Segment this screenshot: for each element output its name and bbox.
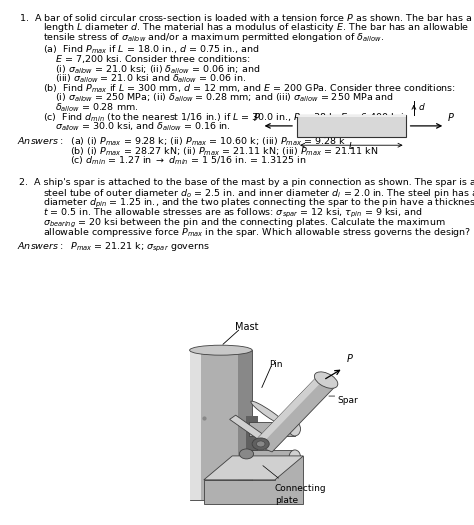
Bar bbox=[190, 350, 252, 500]
Ellipse shape bbox=[314, 372, 338, 388]
Text: steel tube of outer diameter $d_o$ = 2.5 in. and inner diameter $d_i$ = 2.0 in. : steel tube of outer diameter $d_o$ = 2.5… bbox=[43, 187, 474, 201]
Ellipse shape bbox=[252, 438, 269, 450]
Bar bbox=[249, 450, 295, 464]
Text: Connecting: Connecting bbox=[275, 484, 327, 493]
Bar bbox=[297, 115, 406, 136]
Bar bbox=[190, 350, 201, 500]
Ellipse shape bbox=[289, 450, 301, 464]
Text: (c)  Find $d_{min}$ (to the nearest 1/16 in.) if $L$ = 30.0 in., $P$ = 38 k, $E$: (c) Find $d_{min}$ (to the nearest 1/16 … bbox=[43, 111, 407, 124]
Bar bbox=[297, 115, 406, 118]
Text: Pin: Pin bbox=[269, 360, 283, 369]
Text: $E$ = 7,200 ksi. Consider three conditions:: $E$ = 7,200 ksi. Consider three conditio… bbox=[55, 54, 250, 65]
Bar bbox=[229, 415, 272, 445]
Text: length $L$ diameter $d$. The material has a modulus of elasticity $E$. The bar h: length $L$ diameter $d$. The material ha… bbox=[43, 21, 469, 34]
Text: $\sigma_{allow}$ = 30.0 ksi, and $\delta_{allow}$ = 0.16 in.: $\sigma_{allow}$ = 30.0 ksi, and $\delta… bbox=[55, 121, 230, 133]
Text: (b) (i) $P_{max}$ = 28.27 kN; (ii) $P_{max}$ = 21.11 kN; (iii) $P_{max}$ = 21.11: (b) (i) $P_{max}$ = 28.27 kN; (ii) $P_{m… bbox=[70, 145, 379, 158]
Text: $P$: $P$ bbox=[346, 352, 354, 364]
Ellipse shape bbox=[256, 441, 265, 447]
Text: diameter $d_{pin}$ = 1.25 in., and the two plates connecting the spar to the pin: diameter $d_{pin}$ = 1.25 in., and the t… bbox=[43, 197, 474, 210]
Text: (c) $d_{min}$ = 1.27 in $\rightarrow$ $d_{min}$ = 1 5/16 in. = 1.3125 in: (c) $d_{min}$ = 1.27 in $\rightarrow$ $d… bbox=[70, 155, 307, 167]
Text: Mast: Mast bbox=[235, 322, 258, 332]
Text: $\delta_{allow}$ = 0.28 mm.: $\delta_{allow}$ = 0.28 mm. bbox=[55, 102, 138, 114]
Bar bbox=[249, 422, 295, 436]
Text: plate: plate bbox=[275, 496, 298, 505]
Text: $d$: $d$ bbox=[418, 101, 426, 111]
Polygon shape bbox=[204, 456, 303, 480]
Polygon shape bbox=[252, 376, 337, 452]
Text: $\mathit{Answers:}$  (a) (i) $P_{max}$ = 9.28 k; (ii) $P_{max}$ = 10.60 k; (iii): $\mathit{Answers:}$ (a) (i) $P_{max}$ = … bbox=[17, 135, 345, 148]
Text: (a)  Find $P_{max}$ if $L$ = 18.0 in., $d$ = 0.75 in., and: (a) Find $P_{max}$ if $L$ = 18.0 in., $d… bbox=[43, 44, 259, 56]
Text: (iii) $\sigma_{allow}$ = 21.0 ksi and $\delta_{allow}$ = 0.06 in.: (iii) $\sigma_{allow}$ = 21.0 ksi and $\… bbox=[55, 72, 246, 85]
Text: allowable compressive force $P_{max}$ in the spar. Which allowable stress govern: allowable compressive force $P_{max}$ in… bbox=[43, 226, 471, 239]
Ellipse shape bbox=[190, 345, 252, 355]
Text: $P$: $P$ bbox=[447, 111, 455, 123]
Ellipse shape bbox=[239, 449, 254, 459]
Text: (b)  Find $P_{max}$ if $L$ = 300 mm, $d$ = 12 mm, and $E$ = 200 GPa. Consider th: (b) Find $P_{max}$ if $L$ = 300 mm, $d$ … bbox=[43, 82, 456, 95]
Text: (i) $\sigma_{allow}$ = 250 MPa; (ii) $\delta_{allow}$ = 0.28 mm; and (iii) $\sig: (i) $\sigma_{allow}$ = 250 MPa; (ii) $\d… bbox=[55, 92, 393, 104]
Polygon shape bbox=[252, 376, 323, 448]
Text: $\sigma_{bearing}$ = 20 ksi between the pin and the connecting plates. Calculate: $\sigma_{bearing}$ = 20 ksi between the … bbox=[43, 216, 445, 229]
Text: 1.  A bar of solid circular cross-section is loaded with a tension force $P$ as : 1. A bar of solid circular cross-section… bbox=[19, 12, 472, 23]
Text: $P$: $P$ bbox=[253, 111, 261, 123]
Text: $\mathit{Answers:}$  $P_{max}$ = 21.21 k; $\sigma_{spar}$ governs: $\mathit{Answers:}$ $P_{max}$ = 21.21 k;… bbox=[17, 241, 210, 254]
Text: Spar: Spar bbox=[337, 395, 358, 405]
Text: 2.  A ship's spar is attached to the base of the mast by a pin connection as sho: 2. A ship's spar is attached to the base… bbox=[19, 178, 474, 187]
Ellipse shape bbox=[289, 422, 301, 436]
Text: $t$ = 0.5 in. The allowable stresses are as follows: $\sigma_{spar}$ = 12 ksi, $: $t$ = 0.5 in. The allowable stresses are… bbox=[43, 207, 422, 220]
Text: $L$: $L$ bbox=[348, 140, 355, 151]
Text: (i) $\sigma_{allow}$ = 21.0 ksi; (ii) $\delta_{allow}$ = 0.06 in; and: (i) $\sigma_{allow}$ = 21.0 ksi; (ii) $\… bbox=[55, 63, 260, 76]
Polygon shape bbox=[204, 456, 303, 504]
Bar bbox=[238, 350, 252, 500]
Text: tensile stress of $\sigma_{allow}$ and/or a maximum permitted elongation of $\de: tensile stress of $\sigma_{allow}$ and/o… bbox=[43, 31, 384, 44]
Bar bbox=[246, 416, 258, 460]
Ellipse shape bbox=[251, 401, 288, 427]
